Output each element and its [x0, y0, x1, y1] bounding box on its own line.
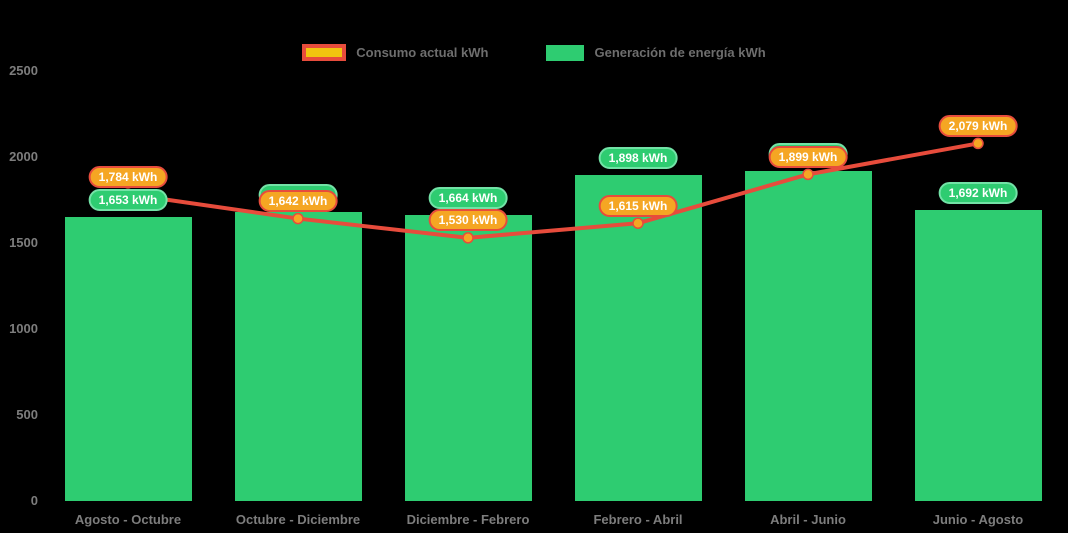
y-tick-label: 2500 — [9, 63, 38, 78]
generation-bar[interactable] — [574, 174, 702, 501]
x-axis-label: Diciembre - Febrero — [406, 512, 530, 527]
x-axis-label: Octubre - Diciembre — [235, 512, 361, 527]
consumption-legend-swatch-icon — [302, 44, 347, 61]
generation-legend-swatch-icon — [546, 44, 585, 61]
generation-value-label: 1,653 kWh — [88, 188, 168, 211]
x-axis-label: Febrero - Abril — [593, 512, 683, 527]
consumption-value-label: 2,079 kWh — [938, 114, 1018, 137]
consumption-value-label: 1,530 kWh — [428, 209, 508, 232]
legend-item-consumption[interactable]: Consumo actual kWh — [302, 44, 488, 61]
consumption-value-label: 1,642 kWh — [258, 190, 338, 213]
legend-label-generation: Generación de energía kWh — [594, 45, 766, 60]
consumption-value-label: 1,615 kWh — [598, 194, 678, 217]
consumption-value-label: 1,899 kWh — [768, 145, 848, 168]
y-tick-label: 500 — [16, 407, 38, 422]
generation-bar[interactable] — [234, 212, 362, 501]
y-tick-label: 1000 — [9, 321, 38, 336]
x-axis-label: Junio - Agosto — [932, 512, 1024, 527]
generation-bar[interactable] — [914, 209, 1042, 501]
generation-bar[interactable] — [404, 214, 532, 501]
legend-label-consumption: Consumo actual kWh — [356, 45, 489, 60]
line-marker[interactable] — [972, 137, 984, 150]
legend: Consumo actual kWh Generación de energía… — [0, 44, 1068, 61]
legend-item-generation[interactable]: Generación de energía kWh — [546, 44, 766, 61]
generation-value-label: 1,664 kWh — [428, 186, 508, 209]
generation-value-label: 1,898 kWh — [598, 146, 678, 169]
x-axis-label: Agosto - Octubre — [74, 512, 182, 527]
generation-value-label: 1,692 kWh — [938, 181, 1018, 204]
x-axis-label: Abril - Junio — [770, 512, 846, 527]
consumption-value-label: 1,784 kWh — [88, 165, 168, 188]
y-tick-label: 2000 — [9, 149, 38, 164]
generation-bar[interactable] — [744, 170, 872, 501]
generation-bar[interactable] — [64, 216, 192, 501]
y-tick-label: 1500 — [9, 235, 38, 250]
y-tick-label: 0 — [30, 493, 38, 508]
